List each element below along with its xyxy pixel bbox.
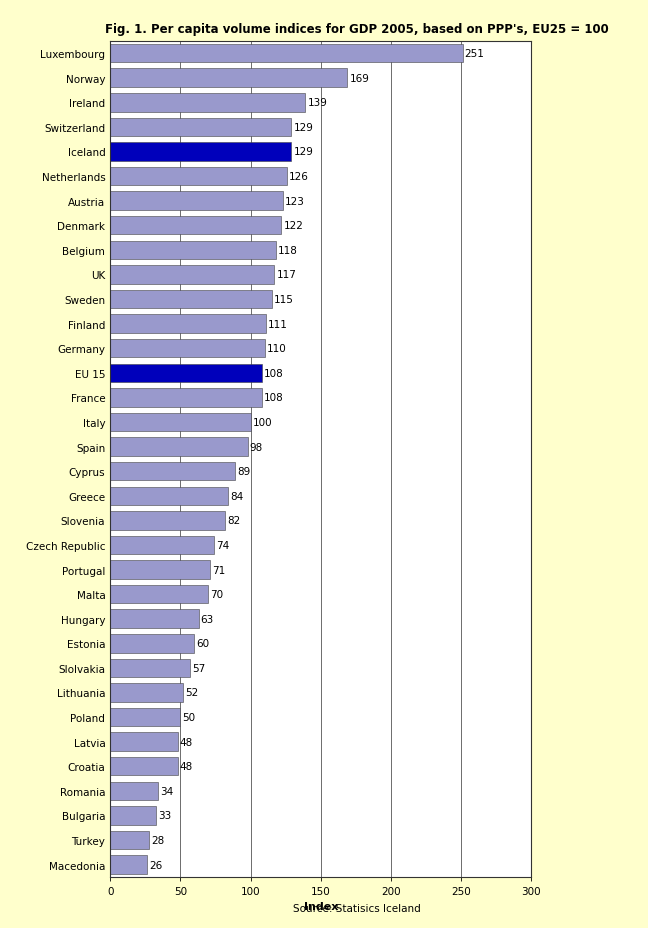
Bar xyxy=(110,45,463,63)
Bar xyxy=(110,143,292,161)
Text: 34: 34 xyxy=(160,786,173,796)
Bar xyxy=(110,70,347,88)
Bar xyxy=(110,168,287,187)
Bar xyxy=(110,192,283,211)
Bar xyxy=(110,561,210,579)
Text: 118: 118 xyxy=(278,246,298,255)
Text: 74: 74 xyxy=(216,540,229,550)
Bar xyxy=(110,340,264,358)
Text: 126: 126 xyxy=(289,172,309,182)
Text: 63: 63 xyxy=(201,614,214,624)
Text: 28: 28 xyxy=(152,835,165,845)
Text: 123: 123 xyxy=(285,197,305,206)
Text: 48: 48 xyxy=(179,737,193,747)
Text: 122: 122 xyxy=(284,221,303,231)
Text: 33: 33 xyxy=(159,810,172,820)
X-axis label: Index: Index xyxy=(303,901,338,911)
Text: 117: 117 xyxy=(277,270,296,280)
Text: 84: 84 xyxy=(230,491,244,501)
Bar xyxy=(110,315,266,333)
Bar xyxy=(110,241,276,260)
Bar xyxy=(110,806,157,825)
Text: 129: 129 xyxy=(294,122,313,133)
Bar xyxy=(110,659,191,677)
Bar xyxy=(110,217,281,235)
Text: 70: 70 xyxy=(211,589,224,599)
Bar xyxy=(110,781,158,800)
Text: 48: 48 xyxy=(179,762,193,771)
Text: 100: 100 xyxy=(253,418,272,428)
Bar xyxy=(110,487,228,506)
Text: 60: 60 xyxy=(196,638,210,649)
Bar xyxy=(110,684,183,702)
Bar xyxy=(110,635,194,652)
Text: 71: 71 xyxy=(212,565,226,574)
Text: 108: 108 xyxy=(264,368,284,379)
Bar xyxy=(110,290,272,309)
Bar xyxy=(110,438,248,457)
Bar xyxy=(110,856,146,874)
Bar xyxy=(110,586,209,604)
Text: 108: 108 xyxy=(264,393,284,403)
Bar xyxy=(110,610,198,628)
Bar xyxy=(110,119,292,137)
Bar xyxy=(110,732,178,751)
Text: Fig. 1. Per capita volume indices for GDP 2005, based on PPP's, EU25 = 100: Fig. 1. Per capita volume indices for GD… xyxy=(104,23,608,36)
Text: 139: 139 xyxy=(307,98,327,109)
Text: 82: 82 xyxy=(227,516,240,526)
Text: 110: 110 xyxy=(267,344,286,354)
Text: 111: 111 xyxy=(268,319,288,329)
Text: 89: 89 xyxy=(237,467,251,477)
Text: 169: 169 xyxy=(349,73,369,84)
Bar xyxy=(110,536,214,555)
Text: 50: 50 xyxy=(183,713,196,722)
Text: 251: 251 xyxy=(465,49,485,59)
Bar xyxy=(110,708,180,727)
Bar xyxy=(110,413,251,432)
Bar xyxy=(110,94,305,112)
Text: 129: 129 xyxy=(294,148,313,157)
Text: Source: Statisics Iceland: Source: Statisics Iceland xyxy=(292,903,421,913)
Bar xyxy=(110,389,262,407)
Text: 98: 98 xyxy=(250,442,263,452)
Bar xyxy=(110,511,226,530)
Bar xyxy=(110,831,150,849)
Text: 57: 57 xyxy=(192,664,205,673)
Bar xyxy=(110,364,262,382)
Text: 26: 26 xyxy=(149,859,162,870)
Text: 52: 52 xyxy=(185,688,198,698)
Bar xyxy=(110,266,275,284)
Bar xyxy=(110,462,235,481)
Bar xyxy=(110,757,178,776)
Text: 115: 115 xyxy=(273,295,294,304)
